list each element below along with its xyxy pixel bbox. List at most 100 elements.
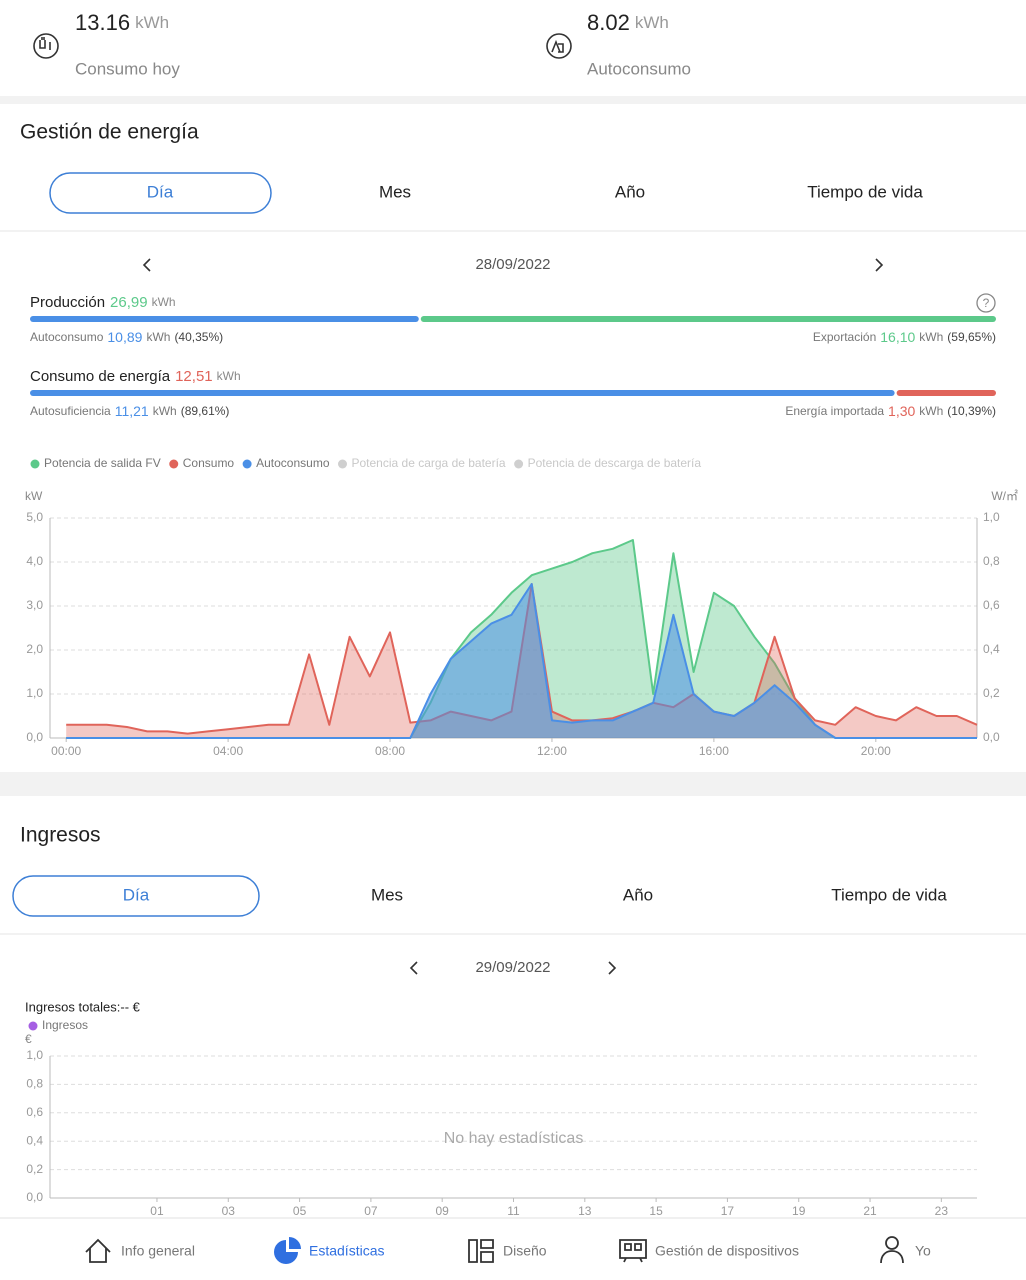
tab[interactable]: Tiempo de vida bbox=[831, 885, 947, 904]
x-tick-label: 15 bbox=[649, 1204, 663, 1218]
legend-marker bbox=[169, 459, 179, 469]
next-arrow[interactable] bbox=[875, 258, 884, 272]
tab-active[interactable] bbox=[49, 172, 272, 214]
y2-tick-label: 1,0 bbox=[983, 510, 1000, 524]
tab[interactable]: Tiempo de vida bbox=[807, 182, 923, 201]
summary-total: Producción 26,99 kWh bbox=[30, 294, 176, 311]
y-tick-label: 5,0 bbox=[26, 510, 43, 524]
summary-unit: kWh bbox=[152, 295, 176, 309]
stat-label: Consumo hoy bbox=[75, 59, 180, 78]
y-tick-label: 3,0 bbox=[26, 598, 43, 612]
share-name: Exportación bbox=[813, 330, 876, 344]
share-label: Autosuficiencia 11,21 kWh (89,61%) bbox=[30, 403, 229, 419]
y-tick-label: 1,0 bbox=[26, 1048, 43, 1062]
tab[interactable]: Día bbox=[123, 885, 150, 904]
x-tick-label: 17 bbox=[721, 1204, 735, 1218]
stat-value: 8.02 kWh bbox=[587, 10, 669, 35]
y2-tick-label: 0,2 bbox=[983, 686, 1000, 700]
tab[interactable]: Año bbox=[615, 182, 645, 201]
nav-item[interactable]: Gestión de dispositivos bbox=[655, 1243, 799, 1259]
section-title: Gestión de energía bbox=[20, 121, 199, 144]
x-tick-label: 03 bbox=[222, 1204, 236, 1218]
stat-unit: kWh bbox=[135, 13, 169, 32]
date: 29/09/2022 bbox=[475, 959, 550, 976]
x-tick-label: 16:00 bbox=[699, 744, 729, 758]
y-tick-label: 4,0 bbox=[26, 554, 43, 568]
stat-unit: kWh bbox=[635, 13, 669, 32]
y2-tick-label: 0,8 bbox=[983, 554, 1000, 568]
share-unit: kWh bbox=[919, 404, 943, 418]
x-tick-label: 09 bbox=[436, 1204, 450, 1218]
y-tick-label: 0,4 bbox=[26, 1133, 43, 1147]
summary-value: 26,99 bbox=[110, 294, 148, 311]
share-name: Autoconsumo bbox=[30, 330, 104, 344]
legend-label[interactable]: Ingresos bbox=[42, 1018, 88, 1032]
prev-arrow[interactable] bbox=[409, 961, 418, 975]
share-percent: (40,35%) bbox=[174, 330, 223, 344]
summary-total: Consumo de energía 12,51 kWh bbox=[30, 368, 241, 385]
legend-marker bbox=[242, 459, 252, 469]
share-unit: kWh bbox=[146, 330, 170, 344]
legend-label[interactable]: Autoconsumo bbox=[256, 456, 330, 470]
legend-label[interactable]: Potencia de salida FV bbox=[44, 456, 161, 470]
legend-marker bbox=[514, 459, 524, 469]
x-tick-label: 08:00 bbox=[375, 744, 405, 758]
date: 28/09/2022 bbox=[475, 256, 550, 273]
x-tick-label: 19 bbox=[792, 1204, 806, 1218]
y-tick-label: 0,8 bbox=[26, 1077, 43, 1091]
x-tick-label: 04:00 bbox=[213, 744, 243, 758]
stat-icon bbox=[33, 33, 572, 59]
x-tick-label: 00:00 bbox=[51, 744, 81, 758]
legend-label[interactable]: Potencia de descarga de batería bbox=[528, 456, 702, 470]
tab[interactable]: Año bbox=[623, 885, 653, 904]
share-bar bbox=[896, 390, 996, 396]
share-bar bbox=[420, 316, 996, 322]
stat-number: 13.16 bbox=[75, 10, 130, 35]
y-axis-label: kW bbox=[25, 489, 43, 503]
share-name: Autosuficiencia bbox=[30, 404, 111, 418]
share-bar bbox=[30, 316, 419, 322]
tab[interactable]: Día bbox=[147, 182, 174, 201]
nav-item[interactable]: Info general bbox=[121, 1243, 195, 1259]
section-title: Ingresos bbox=[20, 824, 101, 847]
share-bar bbox=[30, 390, 895, 396]
series-line bbox=[66, 583, 977, 739]
section-gap bbox=[0, 772, 1026, 796]
share-value: 16,10 bbox=[880, 329, 915, 345]
stat-label: Autoconsumo bbox=[587, 59, 691, 78]
legend-marker bbox=[28, 1021, 38, 1031]
share-value: 10,89 bbox=[107, 329, 142, 345]
empty-message: No hay estadísticas bbox=[444, 1130, 584, 1147]
legend-label[interactable]: Consumo bbox=[183, 456, 235, 470]
tab-active[interactable] bbox=[12, 875, 260, 917]
section-gap bbox=[0, 96, 1026, 104]
tab[interactable]: Mes bbox=[379, 182, 411, 201]
summary-unit: kWh bbox=[217, 369, 241, 383]
y2-tick-label: 0,0 bbox=[983, 730, 1000, 744]
next-arrow[interactable] bbox=[608, 961, 617, 975]
share-label: Autoconsumo 10,89 kWh (40,35%) bbox=[30, 329, 223, 345]
y-axis-label: € bbox=[25, 1032, 32, 1046]
share-percent: (59,65%) bbox=[947, 330, 996, 344]
nav-item[interactable]: Yo bbox=[915, 1243, 931, 1259]
x-tick-label: 01 bbox=[150, 1204, 164, 1218]
share-value: 1,30 bbox=[888, 403, 915, 419]
y2-axis-label: W/㎡ bbox=[991, 489, 1018, 503]
nav-item[interactable]: Diseño bbox=[503, 1243, 547, 1259]
tab[interactable]: Mes bbox=[371, 885, 403, 904]
summary-label: Producción bbox=[30, 294, 105, 311]
x-tick-label: 20:00 bbox=[861, 744, 891, 758]
nav-item[interactable]: Estadísticas bbox=[309, 1243, 384, 1259]
y-tick-label: 0,0 bbox=[26, 730, 43, 744]
share-label: Energía importada 1,30 kWh (10,39%) bbox=[785, 403, 996, 419]
y-tick-label: 0,2 bbox=[26, 1162, 43, 1176]
help-icon[interactable]: ? bbox=[976, 293, 996, 313]
x-tick-label: 07 bbox=[364, 1204, 378, 1218]
prev-arrow[interactable] bbox=[142, 258, 151, 272]
share-label: Exportación 16,10 kWh (59,65%) bbox=[813, 329, 996, 345]
legend-marker bbox=[30, 459, 40, 469]
x-tick-label: 11 bbox=[507, 1204, 520, 1218]
legend-label[interactable]: Potencia de carga de batería bbox=[352, 456, 506, 470]
series-area bbox=[66, 584, 977, 738]
